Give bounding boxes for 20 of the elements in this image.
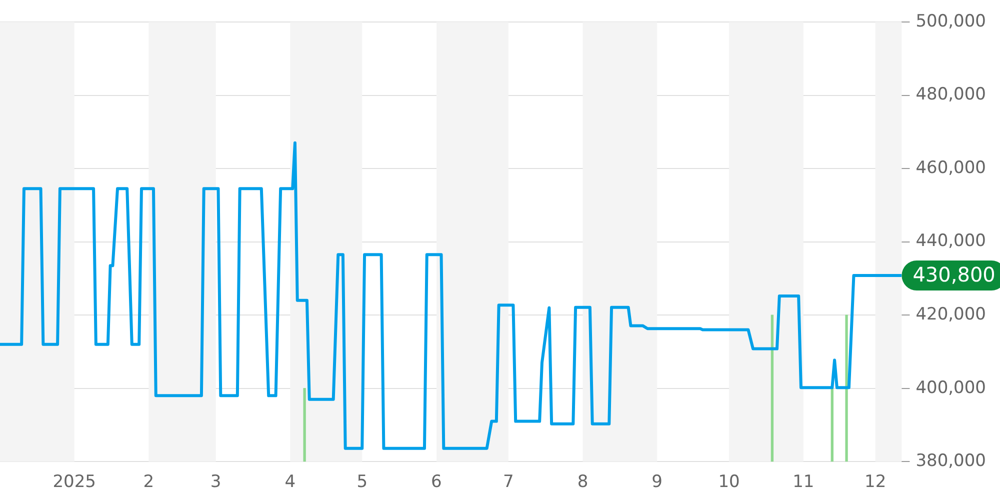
y-tick-label: 480,000	[916, 84, 986, 105]
x-tick-label: 12	[864, 472, 886, 492]
x-tick-label: 2025	[52, 472, 96, 492]
y-tick-label: 380,000	[916, 451, 986, 472]
y-tick-label: 420,000	[916, 304, 986, 324]
x-tick-label: 8	[577, 472, 588, 492]
x-tick-label: 2	[143, 472, 154, 492]
x-tick-label: 6	[431, 472, 442, 492]
y-tick-label: 440,000	[916, 231, 986, 252]
x-tick-label: 5	[356, 472, 368, 492]
x-tick-label: 11	[792, 472, 814, 492]
annotation: 430,800	[912, 262, 996, 287]
y-tick-label: 460,000	[916, 158, 986, 178]
y-tick-label: 500,000	[916, 11, 986, 32]
y-tick-label: 400,000	[916, 378, 986, 398]
x-tick-label: 7	[502, 472, 514, 492]
x-tick-label: 3	[210, 472, 222, 492]
x-tick-label: 4	[284, 472, 296, 492]
x-tick-label: 10	[718, 472, 740, 492]
x-tick-label: 9	[652, 472, 663, 492]
